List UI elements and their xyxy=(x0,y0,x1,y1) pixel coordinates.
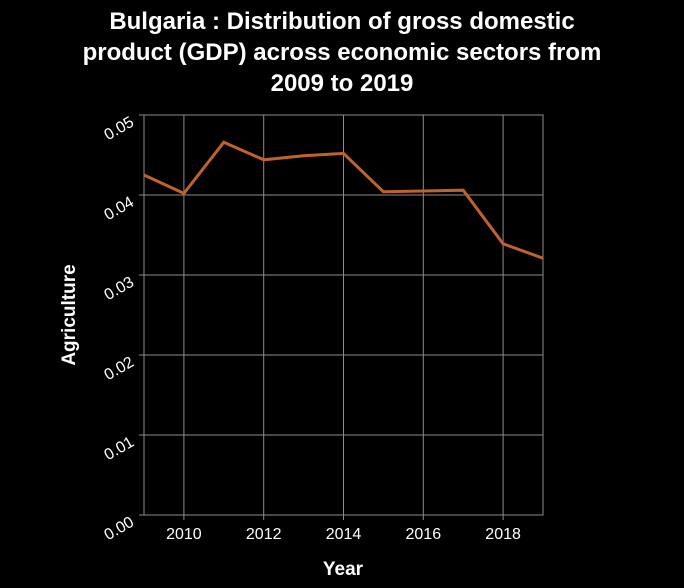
x-axis-ticks: 2010 2012 2014 2016 2018 xyxy=(166,515,521,543)
chart-title: Bulgaria : Distribution of gross domesti… xyxy=(0,6,684,99)
y-axis-ticks: 0.00 0.01 0.02 0.03 0.04 0.05 xyxy=(102,114,144,544)
chart-title-line-1: Bulgaria : Distribution of gross domesti… xyxy=(109,8,575,35)
series-line-agriculture xyxy=(143,140,544,260)
y-tick-label: 0.03 xyxy=(102,274,138,304)
chart-title-line-2: product (GDP) across economic sectors fr… xyxy=(82,39,602,66)
y-tick-label: 0.00 xyxy=(102,514,138,544)
grid-lines xyxy=(144,114,543,516)
x-axis-label: Year xyxy=(323,559,364,580)
x-tick-label: 2016 xyxy=(406,526,442,543)
chart-title-line-3: 2009 to 2019 xyxy=(270,70,414,97)
y-tick-label: 0.01 xyxy=(102,434,138,464)
x-tick-label: 2012 xyxy=(246,526,282,543)
x-tick-label: 2014 xyxy=(326,526,362,543)
y-tick-label: 0.02 xyxy=(102,354,138,384)
x-tick-label: 2018 xyxy=(485,526,521,543)
y-axis-label: Agriculture xyxy=(59,264,80,365)
y-tick-label: 0.05 xyxy=(102,114,138,144)
x-tick-label: 2010 xyxy=(166,526,202,543)
y-tick-label: 0.04 xyxy=(102,194,138,224)
